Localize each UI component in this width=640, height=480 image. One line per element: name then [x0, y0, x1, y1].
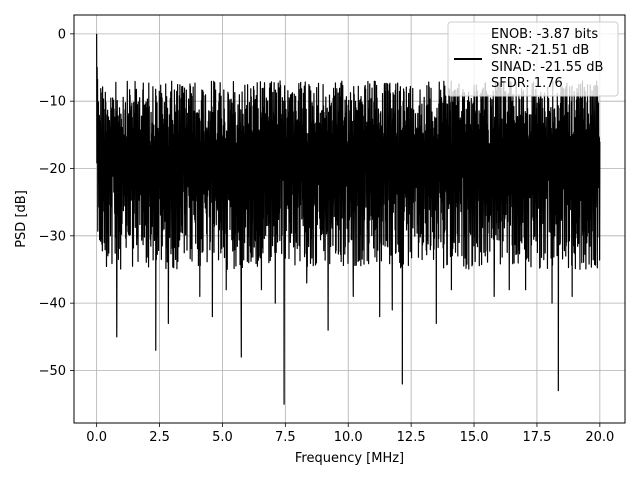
y-axis: 0 −10 −20 −30 −40 −50: [39, 27, 74, 379]
y-tick-label: −50: [39, 364, 66, 379]
legend-box: [447, 21, 619, 97]
x-tick-label: 15.0: [460, 430, 489, 445]
y-tick-label: −10: [39, 95, 66, 110]
x-tick-label: 7.5: [275, 430, 296, 445]
legend-enob: ENOB: -3.87 bits: [491, 27, 598, 42]
legend: ENOB: -3.87 bits SNR: -21.51 dB SINAD: -…: [447, 21, 619, 97]
x-tick-label: 2.5: [149, 430, 170, 445]
x-tick-label: 5.0: [212, 430, 233, 445]
x-tick-label: 20.0: [585, 430, 614, 445]
y-tick-label: −30: [39, 229, 66, 244]
legend-sinad: SINAD: -21.55 dB: [491, 60, 603, 75]
legend-sfdr: SFDR: 1.76: [491, 76, 563, 91]
x-axis: 0.0 2.5 5.0 7.5 10.0 12.5 15.0 17.5 20.0: [86, 423, 614, 445]
y-axis-label: PSD [dB]: [14, 190, 29, 248]
psd-series-line: [96, 33, 601, 405]
x-tick-label: 0.0: [86, 430, 107, 445]
y-tick-label: −20: [39, 162, 66, 177]
plot-frame: [73, 14, 626, 424]
x-tick-label: 17.5: [522, 430, 551, 445]
x-axis-label: Frequency [MHz]: [295, 451, 404, 466]
legend-snr: SNR: -21.51 dB: [491, 43, 589, 58]
x-tick-label: 10.0: [334, 430, 363, 445]
y-tick-label: 0: [58, 27, 66, 42]
plot-area: [96, 33, 601, 405]
y-tick-label: −40: [39, 297, 66, 312]
x-tick-label: 12.5: [397, 430, 426, 445]
